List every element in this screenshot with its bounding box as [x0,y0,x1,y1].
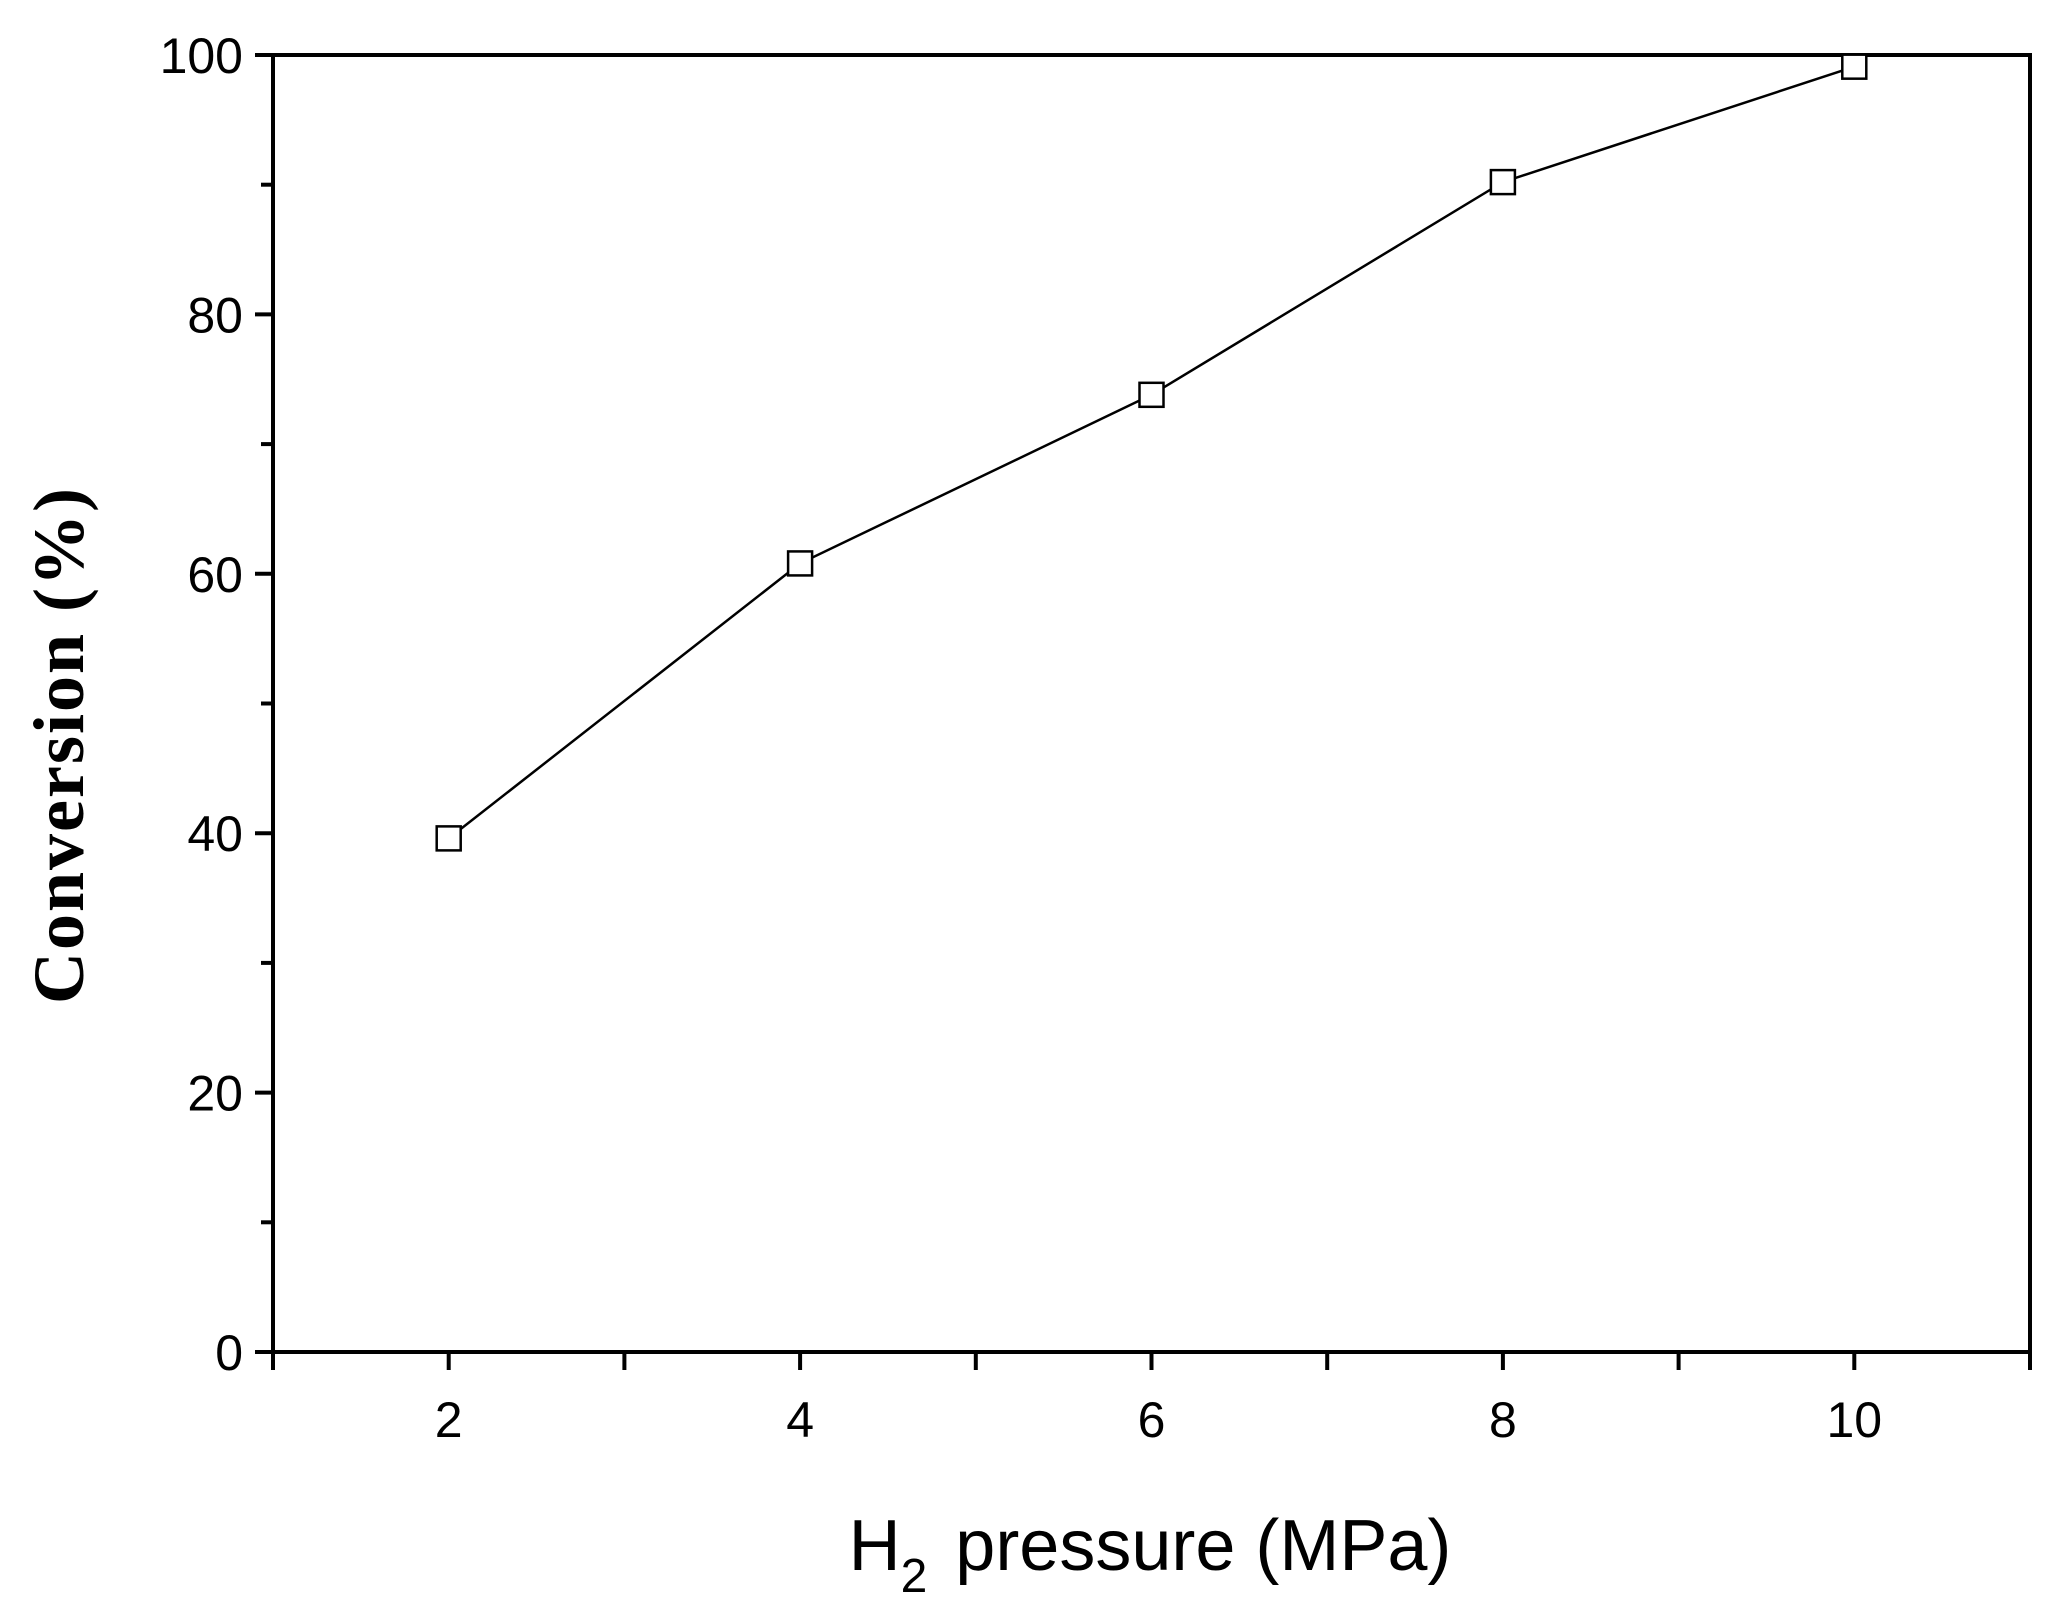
data-point-marker [435,825,462,852]
x-axis-title-rest: pressure (MPa) [955,1506,1451,1586]
plot-frame [271,53,2032,1354]
y-tick-label: 20 [187,1066,243,1122]
x-tick-label: 8 [1489,1392,1517,1448]
y-axis-ticks [255,53,273,1354]
series-layer [435,53,1868,852]
y-tick-label: 40 [187,806,243,862]
y-tick-label: 80 [187,287,243,343]
x-axis-title-subscript: 2 [901,1550,928,1603]
y-axis-title: Conversion (%) [19,486,99,1004]
x-axis-title-main: H [849,1506,901,1586]
x-axis-tick-labels: 2 4 6 8 10 [435,1392,1882,1448]
y-tick-label: 100 [160,28,243,84]
x-tick-label: 6 [1138,1392,1166,1448]
data-point-marker [1489,168,1517,196]
data-point-marker [1138,381,1165,409]
x-axis-title: H2 pressure (MPa) [849,1506,1452,1603]
x-axis-ticks [271,1352,2032,1370]
x-tick-label: 2 [435,1392,463,1448]
x-tick-label: 10 [1826,1392,1882,1448]
data-point-marker [1841,53,1868,80]
x-tick-label: 4 [786,1392,814,1448]
y-tick-label: 0 [215,1325,243,1381]
y-axis-tick-labels: 0 20 40 60 80 100 [160,28,243,1381]
data-point-marker [786,550,814,577]
series-line [447,65,1855,840]
y-tick-label: 60 [187,547,243,603]
